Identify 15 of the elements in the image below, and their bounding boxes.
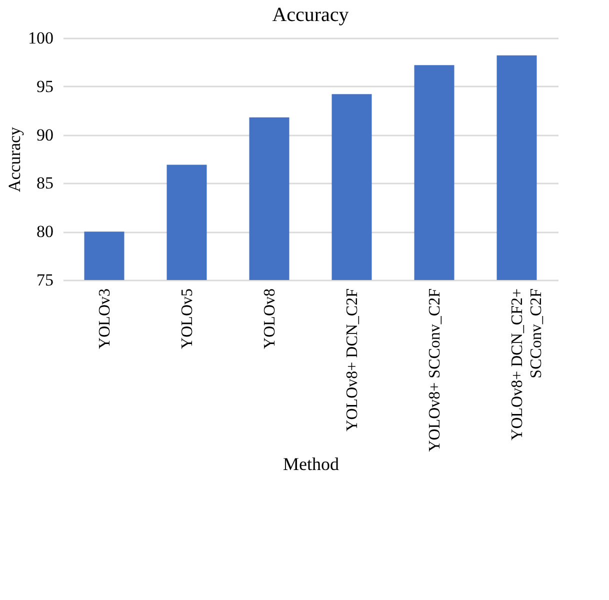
y-tick-label: 95 — [36, 76, 54, 96]
x-tick-label: YOLOv5 — [178, 288, 196, 349]
y-tick-label: 75 — [36, 270, 54, 290]
y-tick-label: 100 — [28, 28, 54, 48]
x-tick-label: YOLOv3 — [96, 288, 114, 349]
y-tick-label: 80 — [36, 222, 54, 242]
y-axis-title: Accuracy — [5, 126, 24, 192]
x-tick-label: YOLOv8+ SCConv_C2F — [426, 288, 444, 452]
x-tick-label: YOLOv8 — [261, 288, 278, 349]
x-tick-label: YOLOv8+ DCN_C2F — [344, 288, 361, 432]
x-axis-title: Method — [283, 454, 339, 474]
x-tick-label: YOLOv8+ DCN_CF2+ SCConv_C2F — [508, 288, 545, 440]
y-tick-label: 85 — [36, 174, 54, 193]
y-tick-label: 90 — [36, 125, 54, 144]
chart-title: Accuracy — [272, 4, 349, 26]
